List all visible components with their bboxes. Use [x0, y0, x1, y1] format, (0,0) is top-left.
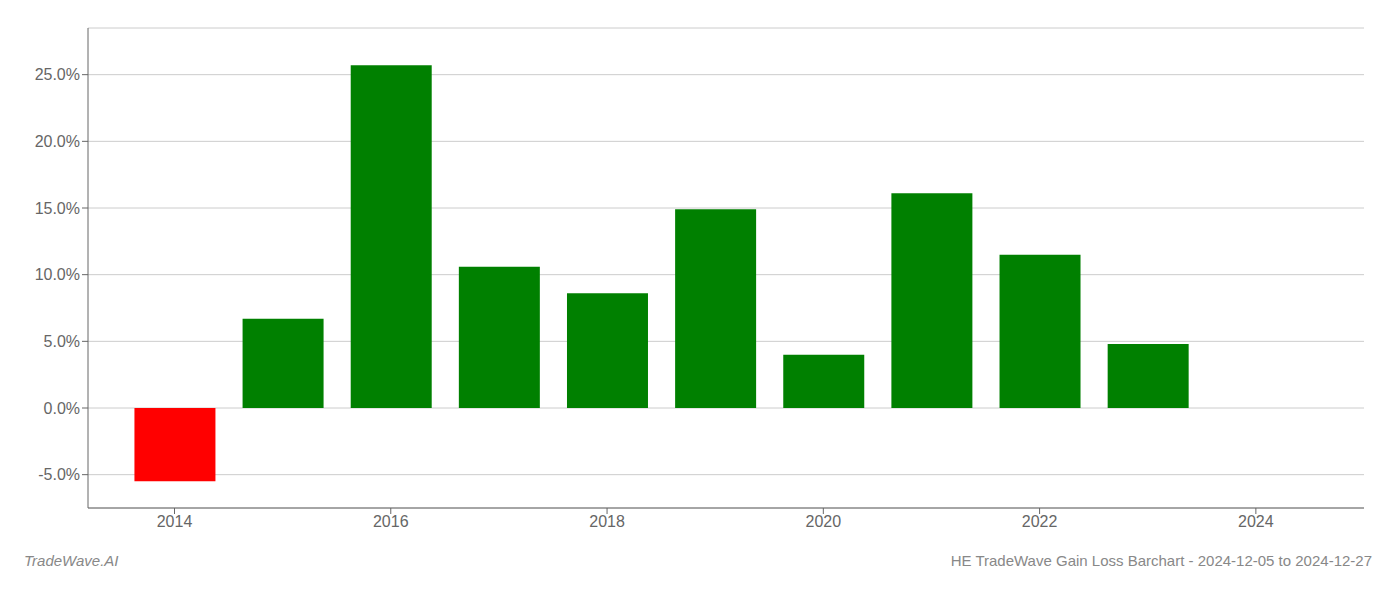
svg-text:25.0%: 25.0% — [35, 66, 80, 83]
svg-text:0.0%: 0.0% — [44, 400, 80, 417]
svg-text:2014: 2014 — [157, 513, 193, 530]
svg-text:10.0%: 10.0% — [35, 266, 80, 283]
svg-text:2020: 2020 — [806, 513, 842, 530]
svg-text:5.0%: 5.0% — [44, 333, 80, 350]
svg-text:2018: 2018 — [589, 513, 625, 530]
svg-text:2016: 2016 — [373, 513, 409, 530]
svg-text:15.0%: 15.0% — [35, 200, 80, 217]
svg-text:-5.0%: -5.0% — [38, 466, 80, 483]
html-text:HE TradeWave Gain Loss Barchar: HE TradeWave Gain Loss Barchart - 2024-1… — [950, 552, 1372, 569]
svg-text:20.0%: 20.0% — [35, 133, 80, 150]
svg-text:2024: 2024 — [1238, 513, 1274, 530]
html-text:TradeWave.AI: TradeWave.AI — [24, 552, 119, 569]
svg-text:2022: 2022 — [1022, 513, 1058, 530]
